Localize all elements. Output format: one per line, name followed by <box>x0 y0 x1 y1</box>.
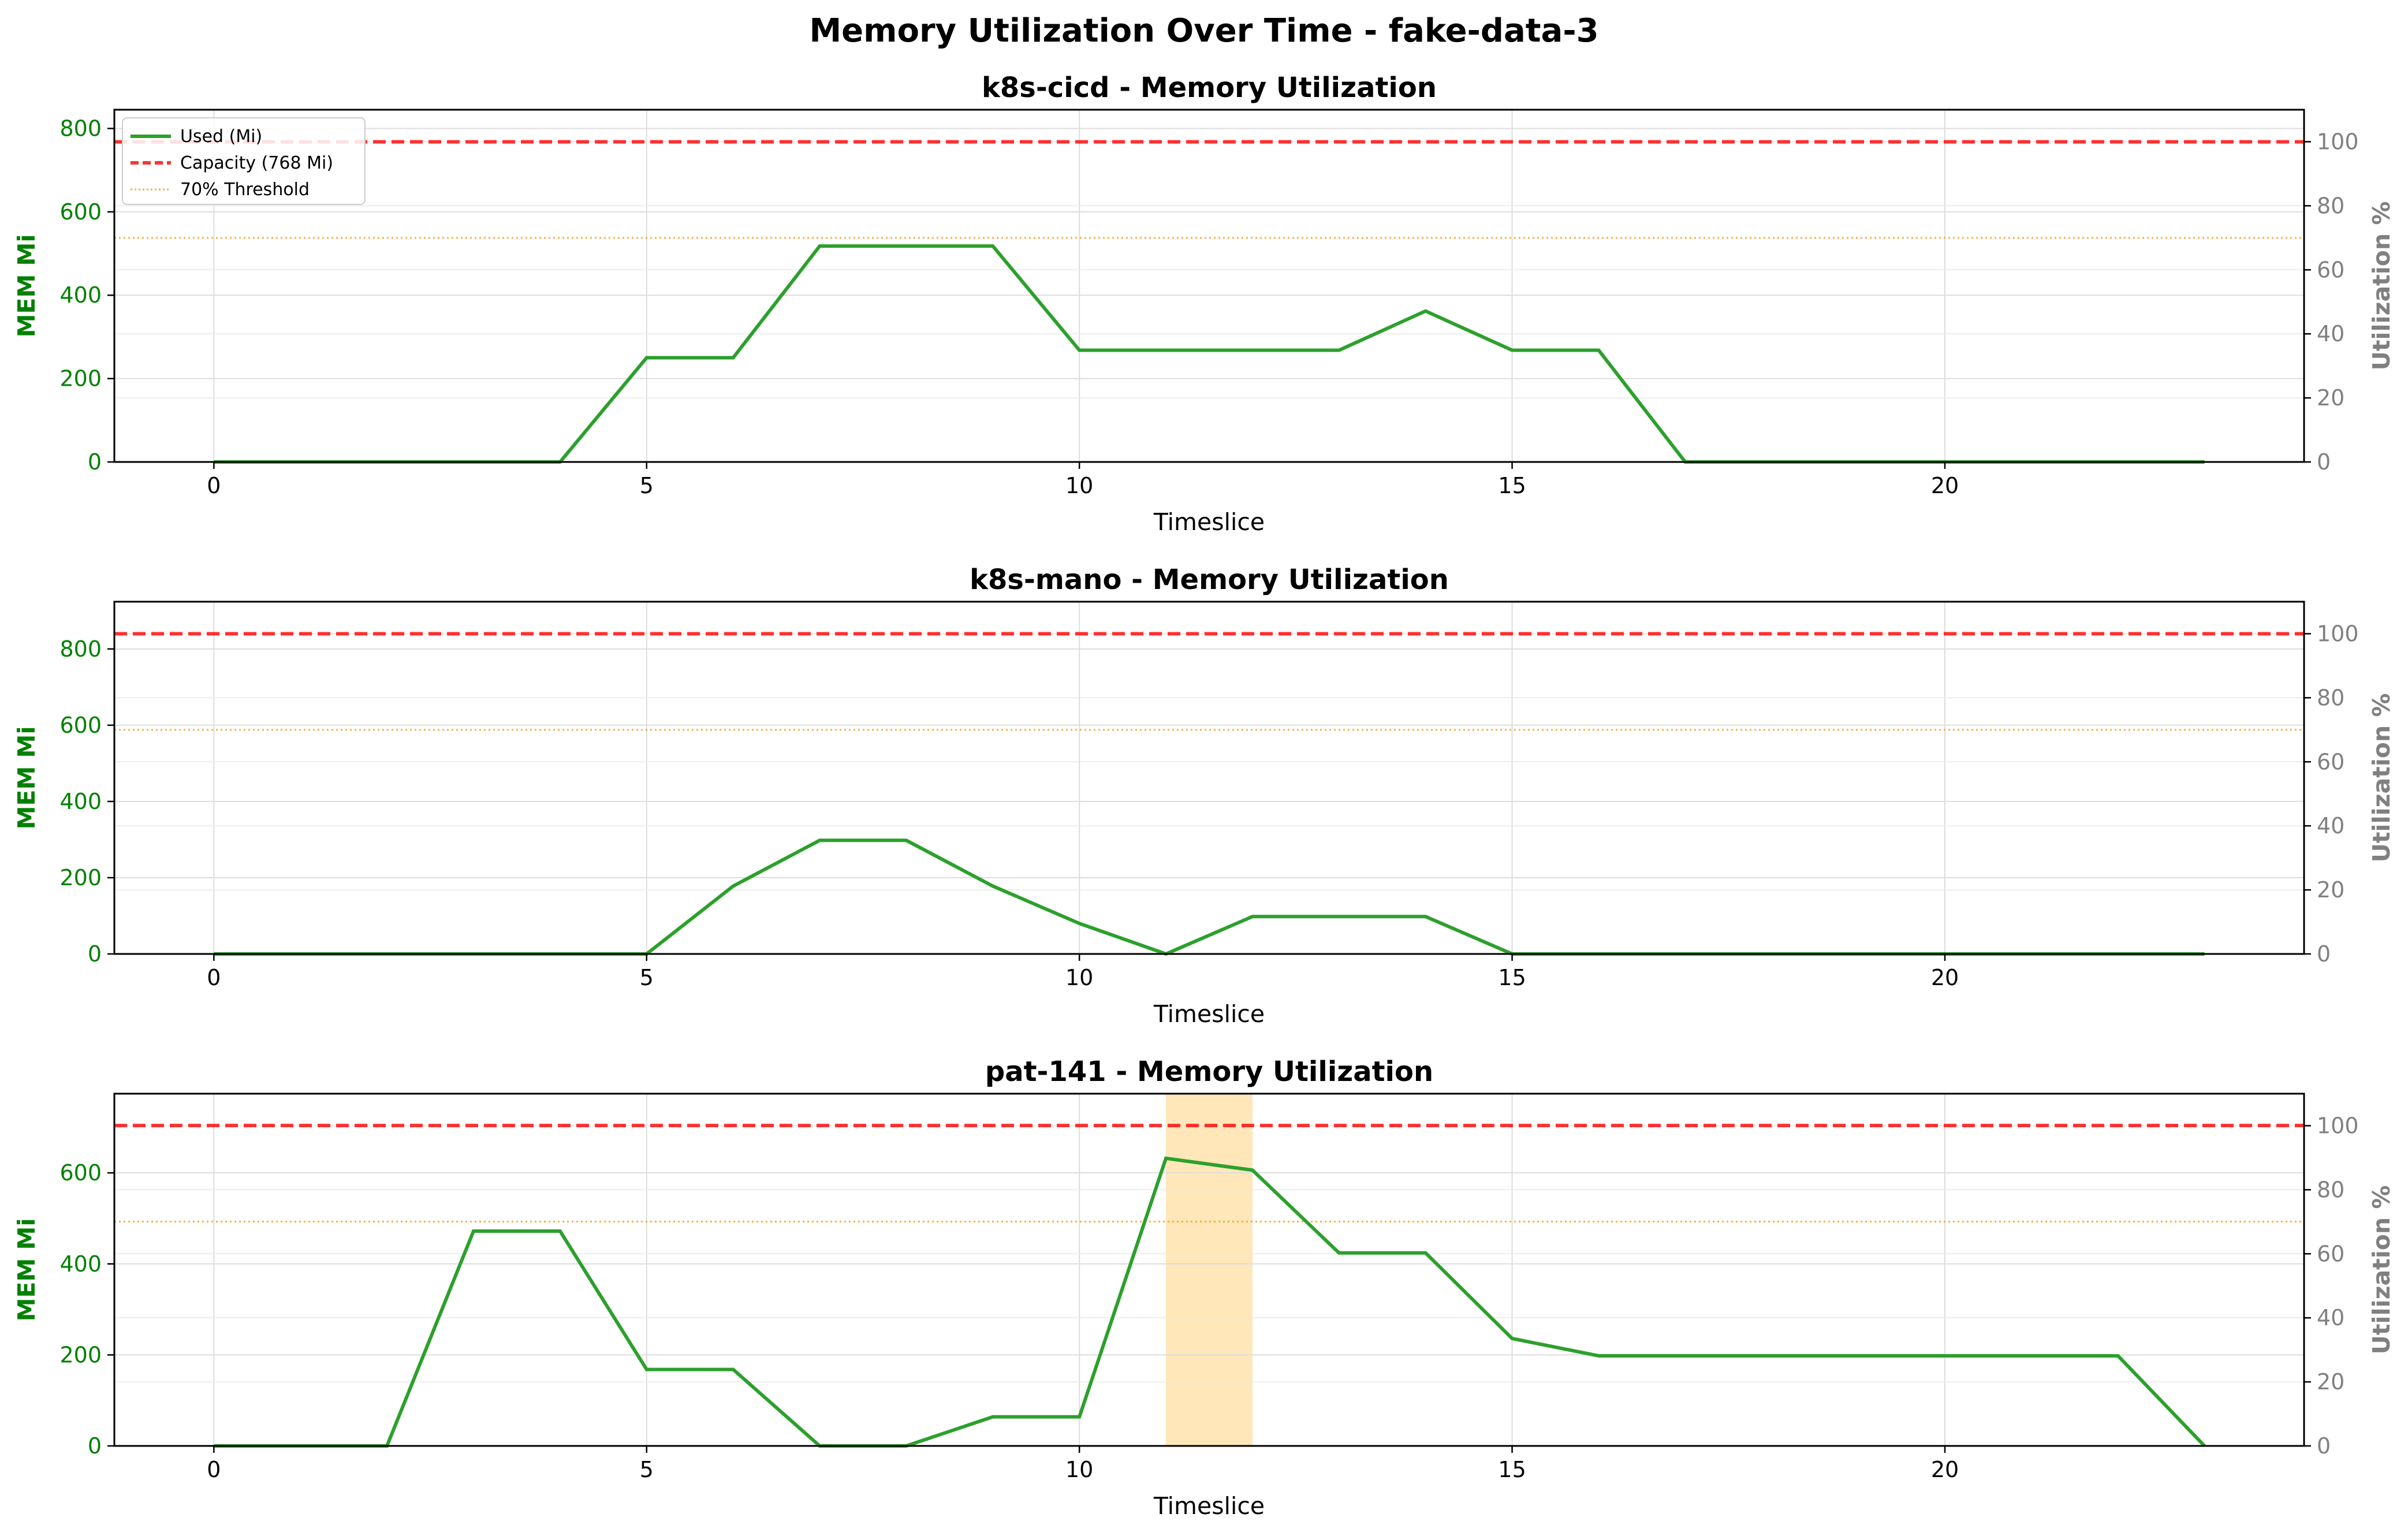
plot-frame <box>113 601 2305 955</box>
y2-axis-label: Utilization % <box>2368 1185 2395 1355</box>
legend-entry: 70% Threshold <box>180 180 310 200</box>
legend: Used (Mi) Capacity (768 Mi) 70% Threshold <box>122 117 366 205</box>
x-tick-label: 10 <box>1065 473 1093 498</box>
used-series-line <box>214 838 2205 956</box>
y-tick-label: 200 <box>59 865 102 890</box>
panel-title: k8s-mano - Memory Utilization <box>970 564 1449 596</box>
chart-panel: 0 5 10 15 200200400600800020406080100k8s-cic… <box>13 72 2395 536</box>
x-axis-label: Timeslice <box>1153 1492 1265 1520</box>
y-axis-label: MEM Mi <box>13 726 40 830</box>
y-tick-label: 400 <box>59 1251 102 1277</box>
y-tick-label: 400 <box>59 789 102 814</box>
y2-tick-label: 40 <box>2317 813 2344 838</box>
y2-tick-label: 80 <box>2317 1177 2344 1202</box>
legend-box <box>122 117 366 205</box>
y2-tick-label: 100 <box>2317 1113 2359 1138</box>
plot-frame <box>113 1093 2305 1447</box>
y2-tick-label: 0 <box>2317 941 2331 967</box>
y2-tick-label: 20 <box>2317 877 2344 903</box>
y-tick-label: 600 <box>59 713 102 738</box>
x-tick-label: 20 <box>1931 1457 1959 1482</box>
y2-tick-label: 0 <box>2317 1433 2331 1459</box>
y-tick-label: 0 <box>88 941 102 967</box>
y-tick-label: 800 <box>59 636 102 662</box>
x-tick-label: 0 <box>207 965 221 990</box>
y-tick-label: 200 <box>59 366 102 392</box>
used-series-line <box>214 244 2205 464</box>
x-tick-label: 10 <box>1065 965 1093 990</box>
y2-tick-label: 100 <box>2317 621 2359 646</box>
legend-entry: Capacity (768 Mi) <box>180 153 333 173</box>
y2-tick-label: 100 <box>2317 129 2359 154</box>
y-tick-label: 0 <box>88 449 102 475</box>
y2-tick-label: 60 <box>2317 1241 2344 1266</box>
y-axis-label: MEM Mi <box>13 234 40 338</box>
x-axis-label: Timeslice <box>1153 508 1265 536</box>
y2-tick-label: 60 <box>2317 749 2344 774</box>
x-tick-label: 15 <box>1498 1457 1526 1482</box>
y2-tick-label: 40 <box>2317 1305 2344 1330</box>
plot-frame <box>113 109 2305 463</box>
figure-title: Memory Utilization Over Time - fake-data… <box>809 12 1598 50</box>
x-tick-label: 10 <box>1065 1457 1093 1482</box>
y2-axis-label: Utilization % <box>2368 694 2395 863</box>
y-tick-label: 200 <box>59 1342 102 1367</box>
x-tick-label: 20 <box>1931 473 1959 498</box>
x-tick-label: 0 <box>207 1457 221 1482</box>
x-tick-label: 20 <box>1931 965 1959 990</box>
y-tick-label: 400 <box>59 282 102 308</box>
x-tick-label: 5 <box>640 473 654 498</box>
y-axis-label: MEM Mi <box>13 1218 40 1322</box>
legend-entry: Used (Mi) <box>180 126 262 147</box>
x-axis-label: Timeslice <box>1153 1000 1265 1028</box>
y-tick-label: 600 <box>59 1160 102 1185</box>
y-tick-label: 800 <box>59 115 102 141</box>
y2-tick-label: 20 <box>2317 1369 2344 1395</box>
chart-panels: 0 5 10 15 200200400600800020406080100k8s-cic… <box>13 72 2395 1520</box>
y2-tick-label: 20 <box>2317 385 2344 411</box>
y2-tick-label: 80 <box>2317 685 2344 710</box>
x-tick-label: 5 <box>640 965 654 990</box>
panel-title: k8s-cicd - Memory Utilization <box>982 72 1437 104</box>
y2-tick-label: 80 <box>2317 193 2344 218</box>
x-tick-label: 15 <box>1498 473 1526 498</box>
y-tick-label: 600 <box>59 199 102 225</box>
used-series-line <box>214 1156 2206 1448</box>
x-tick-label: 0 <box>207 473 221 498</box>
y2-tick-label: 0 <box>2317 449 2331 475</box>
y2-axis-label: Utilization % <box>2368 202 2395 371</box>
y-tick-label: 0 <box>88 1433 102 1459</box>
x-tick-label: 5 <box>640 1457 654 1482</box>
chart-panel: 0 5 10 15 200200400600800020406080100k8s-man… <box>13 564 2395 1028</box>
panel-title: pat-141 - Memory Utilization <box>985 1056 1433 1088</box>
x-tick-label: 15 <box>1498 965 1526 990</box>
highlight-band <box>1166 1094 1253 1446</box>
y2-tick-label: 40 <box>2317 321 2344 346</box>
y2-tick-label: 60 <box>2317 257 2344 282</box>
